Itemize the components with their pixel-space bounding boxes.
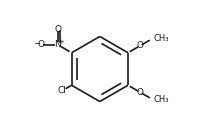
Text: O: O [38, 40, 45, 49]
Text: Cl: Cl [57, 86, 66, 95]
Text: O: O [136, 41, 143, 50]
Text: O: O [54, 25, 61, 34]
Text: −: − [33, 39, 40, 48]
Text: O: O [136, 88, 143, 97]
Text: CH₃: CH₃ [153, 95, 169, 104]
Text: CH₃: CH₃ [153, 34, 169, 43]
Text: +: + [58, 39, 64, 45]
Text: N: N [54, 40, 61, 49]
